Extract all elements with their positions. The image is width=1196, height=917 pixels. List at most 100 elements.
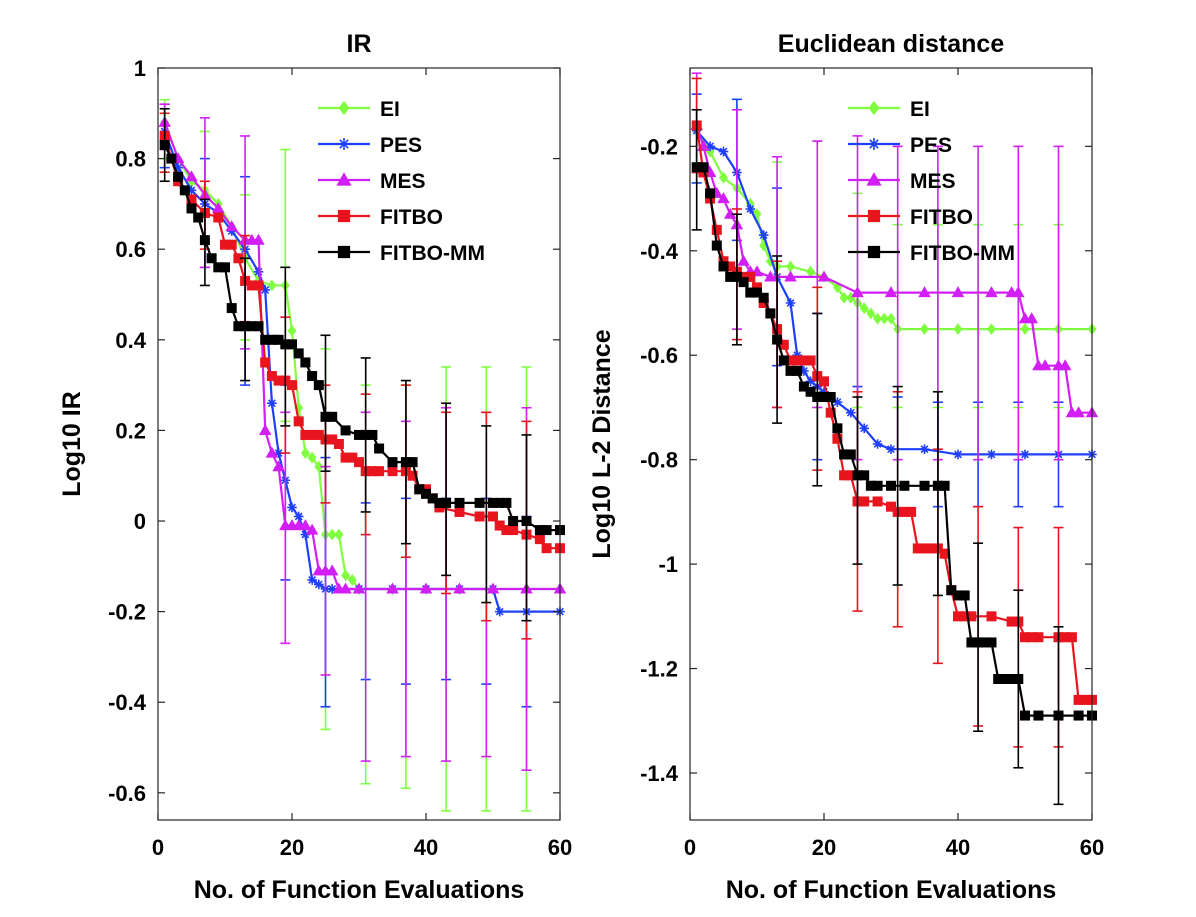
data-point	[745, 271, 756, 282]
data-point	[387, 457, 398, 468]
data-point	[173, 162, 183, 173]
chart-1: 0 20 40 60 -0.6 -0.4 -0.2 0 0.2 0.4 0.6 0.8 1 IR No. o…	[58, 30, 572, 904]
data-point	[939, 480, 950, 491]
data-point	[179, 185, 190, 196]
data-point	[825, 392, 836, 402]
data-point	[872, 480, 883, 491]
data-point	[226, 239, 237, 250]
data-point	[287, 502, 297, 513]
data-point	[1033, 710, 1044, 721]
data-point	[846, 407, 856, 418]
data-point	[185, 170, 198, 182]
y-tick-label: 0.2	[115, 418, 146, 443]
x-tick-label: 0	[152, 835, 164, 860]
data-point	[1020, 710, 1030, 721]
data-point	[899, 480, 910, 491]
data-point	[293, 511, 304, 522]
legend-label: FITBO	[910, 206, 973, 229]
data-point	[173, 171, 184, 182]
data-point	[798, 381, 809, 392]
data-point	[1038, 359, 1052, 371]
data-point	[906, 506, 917, 517]
data-point	[717, 192, 730, 204]
data-point	[951, 286, 965, 298]
legend-marker	[868, 138, 880, 150]
legend-label: FITBO-MM	[380, 242, 485, 265]
data-point	[719, 171, 728, 184]
chart-title: Euclidean distance	[778, 30, 1005, 58]
data-point	[737, 254, 750, 266]
y-tick-label: -0.2	[108, 600, 146, 625]
data-point	[494, 606, 505, 617]
data-point	[711, 224, 722, 235]
data-point	[919, 444, 930, 455]
axes-box	[157, 67, 561, 821]
legend-marker	[867, 209, 881, 223]
y-tick-label: -0.2	[640, 134, 678, 159]
data-point	[799, 366, 809, 376]
data-point	[307, 451, 317, 464]
data-point	[1020, 449, 1030, 460]
data-point	[354, 457, 364, 468]
data-point	[752, 287, 762, 298]
data-point	[718, 146, 729, 157]
data-point	[866, 307, 876, 320]
data-point	[341, 569, 351, 582]
y-tick-label: 0.6	[115, 237, 146, 262]
data-point	[1058, 359, 1072, 371]
legend-marker	[338, 138, 350, 150]
data-point	[986, 611, 997, 622]
data-point	[265, 446, 279, 458]
data-point	[953, 449, 963, 460]
data-point	[193, 212, 204, 223]
plot-area	[690, 68, 1092, 820]
data-point	[305, 523, 319, 535]
legend-marker	[337, 245, 351, 259]
data-point	[327, 528, 337, 541]
data-point	[300, 447, 310, 459]
y-tick-label: 0.4	[115, 328, 146, 353]
data-point	[387, 466, 398, 477]
data-point	[534, 534, 545, 545]
data-point	[225, 220, 238, 232]
data-point	[886, 480, 896, 491]
data-point	[805, 376, 816, 387]
data-point	[213, 212, 224, 223]
data-point	[1033, 632, 1044, 643]
data-point	[920, 323, 929, 336]
data-point	[765, 308, 776, 319]
y-tick-label: -0.4	[640, 239, 679, 264]
data-point	[845, 449, 856, 460]
data-point	[873, 312, 883, 325]
data-point	[299, 519, 312, 531]
series-fitbo-mm	[691, 108, 1097, 806]
legend-label: FITBO-MM	[910, 242, 1015, 265]
data-point	[785, 298, 796, 308]
legend-label: MES	[380, 170, 426, 193]
x-tick-label: 40	[414, 835, 438, 860]
data-point	[886, 444, 896, 455]
data-point	[839, 291, 849, 304]
y-axis-label: Log10 L-2 Distance	[588, 329, 616, 558]
y-tick-label: -1.2	[640, 657, 678, 682]
data-point	[340, 425, 351, 436]
data-point	[884, 286, 898, 298]
data-point	[267, 398, 277, 409]
data-point	[186, 185, 197, 196]
data-point	[832, 433, 843, 444]
data-point	[441, 497, 452, 508]
data-point	[267, 279, 277, 292]
data-point	[325, 564, 339, 576]
data-point	[1053, 710, 1064, 721]
data-point	[859, 302, 869, 315]
data-point	[1073, 710, 1084, 721]
data-point	[832, 397, 843, 408]
y-tick-label: -1	[658, 552, 678, 577]
x-tick-label: 60	[1080, 835, 1104, 860]
data-point	[879, 312, 889, 325]
data-point	[347, 573, 357, 586]
data-point	[985, 286, 998, 298]
data-point	[453, 582, 466, 594]
data-point	[407, 457, 418, 468]
data-point	[817, 270, 831, 282]
